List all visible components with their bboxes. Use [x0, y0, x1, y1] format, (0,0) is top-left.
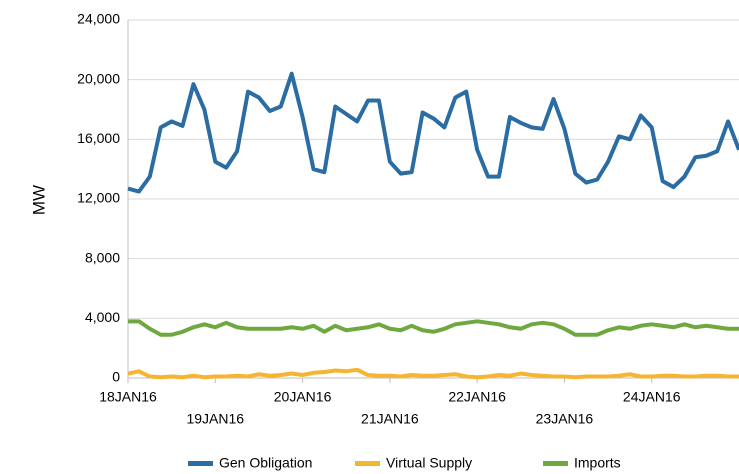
x-tick-label: 22JAN16	[448, 389, 506, 405]
y-tick-label: 12,000	[77, 190, 120, 206]
x-tick-label: 21JAN16	[361, 411, 419, 427]
legend-label: Gen Obligation	[219, 455, 312, 471]
legend-label: Virtual Supply	[386, 455, 472, 471]
x-tick-label: 19JAN16	[186, 411, 244, 427]
legend-swatch	[355, 461, 380, 466]
legend-label: Imports	[574, 455, 621, 471]
x-tick-label: 18JAN16	[99, 389, 157, 405]
series-line	[128, 319, 739, 337]
y-axis-label: MW	[29, 185, 48, 215]
y-tick-label: 8,000	[85, 249, 120, 265]
legend-swatch	[543, 461, 568, 466]
y-tick-label: 20,000	[77, 70, 120, 86]
y-tick-label: 16,000	[77, 130, 120, 146]
series-line	[127, 71, 739, 194]
x-tick-label: 20JAN16	[274, 389, 332, 405]
x-tick-label: 24JAN16	[623, 389, 681, 405]
x-tick-label: 23JAN16	[536, 411, 594, 427]
y-tick-label: 0	[112, 369, 120, 385]
y-tick-label: 24,000	[77, 11, 120, 27]
series-line	[127, 367, 739, 380]
y-tick-label: 4,000	[85, 309, 120, 325]
legend-swatch	[188, 461, 213, 466]
